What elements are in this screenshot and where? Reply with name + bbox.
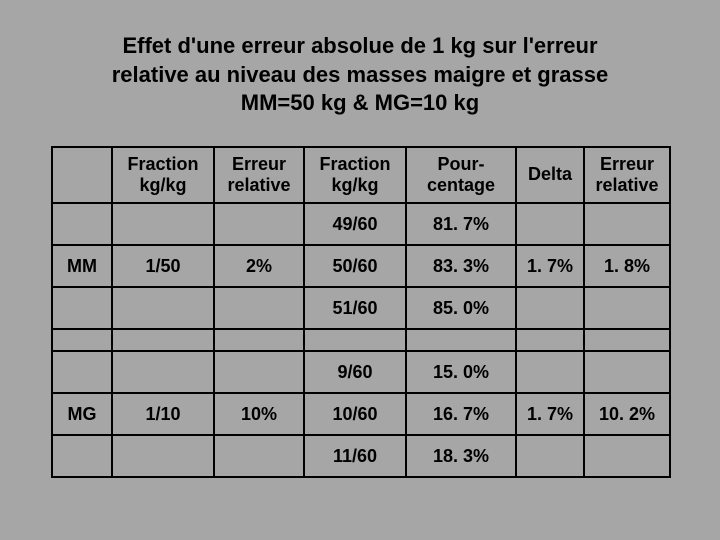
cell-r6-c2 xyxy=(214,435,304,477)
cell-r6-c5 xyxy=(516,435,584,477)
cell-r2-c5 xyxy=(516,287,584,329)
cell-r0-c2 xyxy=(214,203,304,245)
col-header-2: Erreurrelative xyxy=(214,147,304,203)
col-header-6: Erreurrelative xyxy=(584,147,670,203)
table-row: MG1/1010%10/6016. 7%1. 7%10. 2% xyxy=(52,393,670,435)
cell-r6-c3: 11/60 xyxy=(304,435,406,477)
cell-r1-c2: 2% xyxy=(214,245,304,287)
cell-r4-c1 xyxy=(112,351,214,393)
cell-r3-c1 xyxy=(112,329,214,351)
cell-r3-c5 xyxy=(516,329,584,351)
cell-r6-c0 xyxy=(52,435,112,477)
cell-r2-c0 xyxy=(52,287,112,329)
title-line-2: relative au niveau des masses maigre et … xyxy=(112,62,609,87)
table-row: 49/6081. 7% xyxy=(52,203,670,245)
col-header-4-line2: centage xyxy=(407,175,515,196)
col-header-5-line1: Delta xyxy=(517,164,583,185)
col-header-6-line2: relative xyxy=(585,175,669,196)
cell-r5-c5: 1. 7% xyxy=(516,393,584,435)
cell-r0-c6 xyxy=(584,203,670,245)
col-header-5: Delta xyxy=(516,147,584,203)
table-container: Fractionkg/kgErreurrelativeFractionkg/kg… xyxy=(51,146,669,478)
cell-r3-c0 xyxy=(52,329,112,351)
table-header-row: Fractionkg/kgErreurrelativeFractionkg/kg… xyxy=(52,147,670,203)
cell-r1-c4: 83. 3% xyxy=(406,245,516,287)
title-line-3: MM=50 kg & MG=10 kg xyxy=(241,90,479,115)
table-row: MM1/502%50/6083. 3%1. 7%1. 8% xyxy=(52,245,670,287)
table-row: 9/6015. 0% xyxy=(52,351,670,393)
cell-r4-c4: 15. 0% xyxy=(406,351,516,393)
cell-r1-c0: MM xyxy=(52,245,112,287)
cell-r2-c2 xyxy=(214,287,304,329)
cell-r5-c1: 1/10 xyxy=(112,393,214,435)
cell-r0-c4: 81. 7% xyxy=(406,203,516,245)
page: Effet d'une erreur absolue de 1 kg sur l… xyxy=(0,0,720,540)
col-header-2-line2: relative xyxy=(215,175,303,196)
cell-r0-c0 xyxy=(52,203,112,245)
cell-r3-c2 xyxy=(214,329,304,351)
col-header-0 xyxy=(52,147,112,203)
cell-r5-c4: 16. 7% xyxy=(406,393,516,435)
cell-r3-c4 xyxy=(406,329,516,351)
col-header-1-line2: kg/kg xyxy=(113,175,213,196)
data-table: Fractionkg/kgErreurrelativeFractionkg/kg… xyxy=(51,146,671,478)
cell-r5-c2: 10% xyxy=(214,393,304,435)
cell-r3-c6 xyxy=(584,329,670,351)
title-line-1: Effet d'une erreur absolue de 1 kg sur l… xyxy=(122,33,597,58)
cell-r1-c6: 1. 8% xyxy=(584,245,670,287)
cell-r5-c6: 10. 2% xyxy=(584,393,670,435)
col-header-3-line2: kg/kg xyxy=(305,175,405,196)
col-header-4-line1: Pour- xyxy=(407,154,515,175)
cell-r4-c3: 9/60 xyxy=(304,351,406,393)
cell-r0-c3: 49/60 xyxy=(304,203,406,245)
col-header-1-line1: Fraction xyxy=(113,154,213,175)
table-row xyxy=(52,329,670,351)
cell-r2-c1 xyxy=(112,287,214,329)
cell-r3-c3 xyxy=(304,329,406,351)
cell-r5-c3: 10/60 xyxy=(304,393,406,435)
col-header-4: Pour-centage xyxy=(406,147,516,203)
page-title: Effet d'une erreur absolue de 1 kg sur l… xyxy=(60,32,660,118)
cell-r6-c6 xyxy=(584,435,670,477)
cell-r4-c6 xyxy=(584,351,670,393)
cell-r4-c5 xyxy=(516,351,584,393)
cell-r1-c1: 1/50 xyxy=(112,245,214,287)
cell-r5-c0: MG xyxy=(52,393,112,435)
cell-r6-c1 xyxy=(112,435,214,477)
col-header-2-line1: Erreur xyxy=(215,154,303,175)
cell-r0-c5 xyxy=(516,203,584,245)
col-header-3-line1: Fraction xyxy=(305,154,405,175)
cell-r1-c5: 1. 7% xyxy=(516,245,584,287)
col-header-3: Fractionkg/kg xyxy=(304,147,406,203)
table-row: 11/6018. 3% xyxy=(52,435,670,477)
col-header-1: Fractionkg/kg xyxy=(112,147,214,203)
cell-r6-c4: 18. 3% xyxy=(406,435,516,477)
cell-r0-c1 xyxy=(112,203,214,245)
cell-r2-c3: 51/60 xyxy=(304,287,406,329)
table-row: 51/6085. 0% xyxy=(52,287,670,329)
cell-r4-c2 xyxy=(214,351,304,393)
col-header-6-line1: Erreur xyxy=(585,154,669,175)
cell-r1-c3: 50/60 xyxy=(304,245,406,287)
cell-r2-c4: 85. 0% xyxy=(406,287,516,329)
cell-r4-c0 xyxy=(52,351,112,393)
cell-r2-c6 xyxy=(584,287,670,329)
